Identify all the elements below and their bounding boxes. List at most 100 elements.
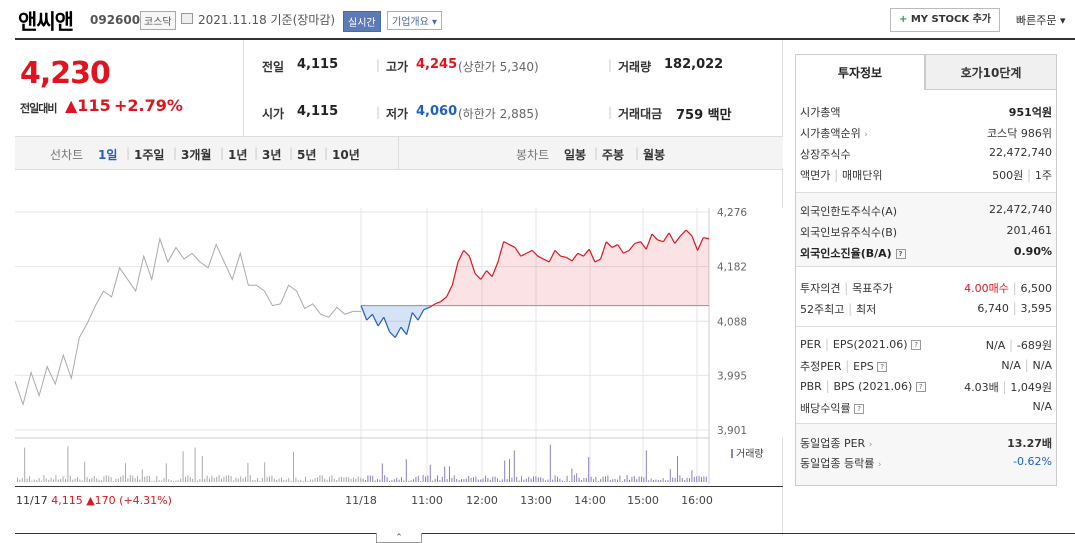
volume-bar [218, 475, 220, 482]
tab-period-3[interactable]: 1년 [228, 148, 248, 162]
line-segment [560, 255, 567, 258]
volume-bar [134, 478, 136, 482]
info-value-2: -689원 [1016, 339, 1052, 352]
chevron-right-icon[interactable]: › [864, 130, 868, 140]
volume-bar [235, 477, 237, 482]
info-row-section5-1[interactable]: 동일업종 등락률 › -0.62% [800, 455, 1052, 473]
line-segment [611, 244, 618, 248]
area-segment [366, 305, 373, 321]
tab-period-1[interactable]: 1주일 [134, 148, 165, 162]
info-row-section1-1[interactable]: 시가총액순위 › 코스닥 986위 [800, 125, 1052, 143]
tab-invest-info[interactable]: 투자정보 [795, 54, 925, 90]
info-value: 4.00매수 | 6,500 [964, 280, 1052, 296]
x-tick-label: 16:00 [681, 494, 713, 507]
area-segment [469, 256, 476, 306]
tab-period-5[interactable]: 5년 [297, 148, 317, 162]
chevron-right-icon[interactable]: › [868, 440, 873, 450]
help-icon[interactable]: ? [911, 340, 922, 350]
volume-bar [573, 475, 575, 482]
volume-bar [377, 478, 378, 482]
help-icon[interactable]: ? [877, 362, 888, 372]
volume-bar [197, 480, 198, 482]
corp-info-dropdown[interactable]: 기업개요 ▾ [387, 11, 442, 30]
info-row-section1-0: 시가총액 951억원 [800, 104, 1052, 122]
info-value-text: 0.90% [1013, 245, 1052, 258]
volume-bar [261, 477, 263, 482]
line-segment [429, 303, 436, 308]
upper-limit: (상한가 5,340) [458, 60, 539, 74]
volume-label: 거래량 [618, 60, 652, 74]
tab-period-6[interactable]: 10년 [332, 148, 360, 162]
area-segment [703, 237, 709, 306]
line-segment [634, 241, 641, 244]
realtime-button[interactable]: 실시간 [343, 11, 381, 32]
tab-candle-0[interactable]: 일봉 [564, 148, 587, 162]
tab-period-2[interactable]: 3개월 [181, 148, 212, 162]
area-segment [526, 250, 533, 306]
header-divider [15, 38, 1075, 40]
help-icon[interactable]: ? [915, 382, 926, 392]
volume-bar [636, 479, 638, 482]
area-segment [600, 241, 607, 306]
add-mystock-button[interactable]: + MY STOCK 추가 [890, 8, 1000, 32]
info-value: 코스닥 986위 [987, 125, 1052, 141]
area-segment [440, 296, 447, 306]
volume-bar [386, 477, 388, 482]
line-segment [645, 233, 653, 250]
price-chart[interactable]: 4,276 4,182 4,088 3,995 3,901 거래량 11/18 11:00… [15, 180, 783, 510]
help-icon[interactable]: ? [854, 404, 865, 414]
volume-bar [446, 479, 448, 482]
tab-orderbook[interactable]: 호가10단계 [925, 54, 1057, 90]
volume-bar [566, 475, 568, 482]
line-segment [394, 326, 402, 338]
line-segment [583, 248, 590, 257]
tab-candle-2[interactable]: 월봉 [643, 148, 666, 162]
line-segment [371, 314, 379, 327]
tab-period-4[interactable]: 3년 [262, 148, 282, 162]
volume-bar [693, 477, 695, 482]
volume-bar [475, 476, 477, 482]
info-label-text: 시가총액순위 [800, 127, 861, 140]
volume-bar [698, 475, 700, 482]
divider [796, 192, 1056, 193]
area-segment [663, 232, 670, 306]
volume-bar [67, 446, 69, 482]
volume-bar [513, 450, 515, 482]
line-segment [491, 261, 499, 277]
chevron-right-icon[interactable]: › [877, 460, 882, 470]
info-row-section5-0[interactable]: 동일업종 PER › 13.27배 [800, 435, 1052, 453]
volume-bar [429, 464, 431, 482]
plus-icon: + [898, 14, 908, 25]
collapse-chevron-up-icon[interactable]: ⌃ [376, 533, 422, 543]
volume-bar [645, 450, 647, 482]
area-segment [612, 244, 618, 306]
volume-bar [201, 455, 203, 482]
volume-bar [545, 480, 546, 482]
volume-bar [122, 475, 124, 482]
volume-bar [264, 462, 266, 482]
volume-bar [269, 476, 270, 482]
volume-bar [626, 475, 628, 482]
area-segment [515, 247, 521, 306]
help-icon[interactable]: ? [895, 249, 906, 259]
info-label: 시가총액 [800, 104, 840, 120]
line-segment [451, 261, 459, 286]
quick-order-dropdown[interactable]: 빠른주문 ▾ [1016, 14, 1066, 27]
info-label-text: PER [800, 338, 822, 351]
open-label: 시가 [262, 107, 285, 121]
volume-bar [57, 479, 59, 482]
info-row-section3-0: 투자의견 | 목표주가 4.00매수 | 6,500 [800, 280, 1052, 298]
line-chart-label: 선차트 [50, 148, 84, 162]
volume-bar [41, 480, 42, 482]
volume-bar [422, 475, 424, 482]
area-segment [503, 241, 510, 306]
volume-bar [523, 479, 525, 482]
volume-bar [33, 479, 35, 482]
tab-candle-1[interactable]: 주봉 [602, 148, 625, 162]
line-segment [457, 250, 465, 263]
line-segment [600, 241, 607, 260]
info-label-text: 외국인소진율(B/A) [800, 247, 892, 260]
area-segment [589, 249, 595, 306]
volume-bar [242, 478, 244, 482]
tab-period-0[interactable]: 1일 [98, 148, 118, 162]
